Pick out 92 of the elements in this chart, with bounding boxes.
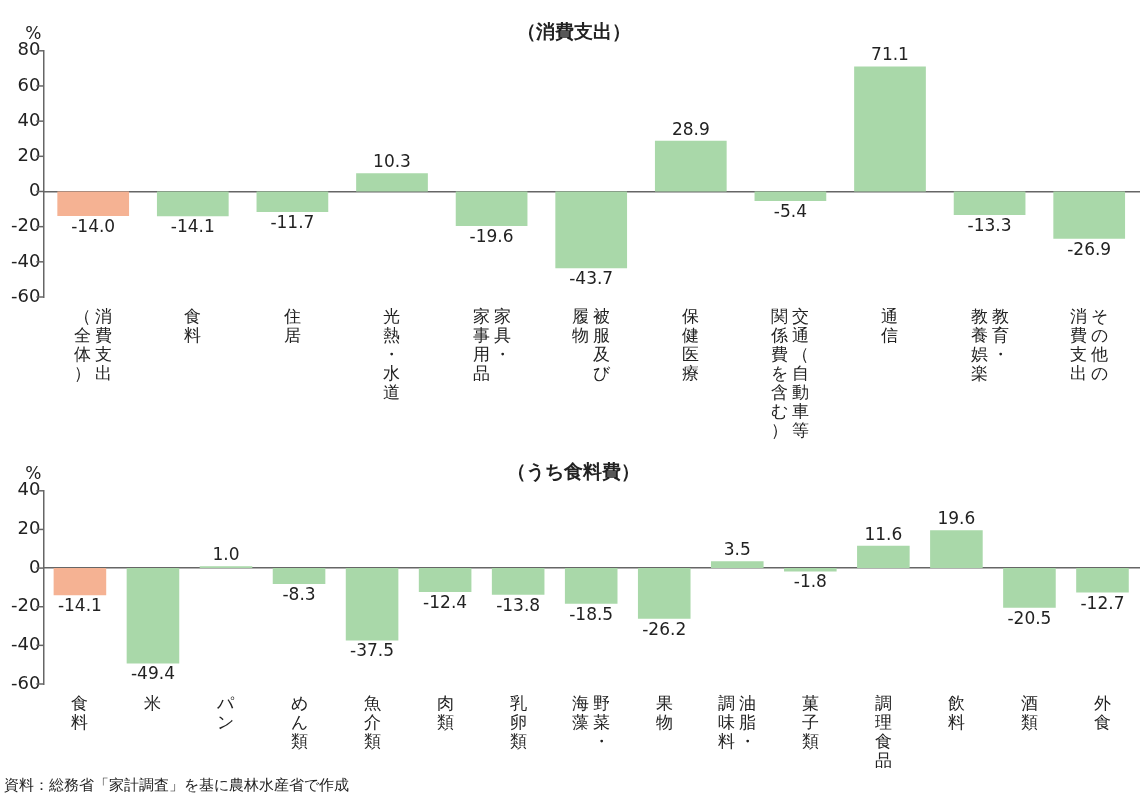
x-tick-label: 通信 [880, 306, 899, 345]
x-tick-label: 保健医療 [681, 306, 700, 383]
data-label: -26.9 [1067, 238, 1112, 259]
y-tick-label: -60 [10, 671, 41, 693]
bar [455, 191, 528, 226]
data-label: -37.5 [350, 640, 395, 661]
bar [1053, 191, 1126, 239]
data-label: 71.1 [871, 44, 909, 65]
bar [784, 568, 837, 572]
data-label: 19.6 [937, 508, 976, 529]
category-label: 消費支出（全体） [74, 306, 113, 383]
x-tick-label: 飲料 [947, 693, 966, 732]
x-tick-label: 菓子類 [801, 693, 820, 751]
bar [930, 530, 983, 569]
data-label: -1.8 [793, 571, 827, 592]
data-label: -20.5 [1007, 607, 1052, 628]
bar [754, 191, 827, 201]
text: 資料：総務省「家計調査」を基に農林水産省で作成 [4, 776, 349, 795]
data-label: -14.1 [57, 595, 102, 616]
x-tick-label: 食料 [70, 693, 89, 732]
bar [710, 561, 764, 569]
data-label: -18.5 [569, 603, 614, 624]
y-tick-label: 0 [28, 555, 41, 577]
x-tick-label: パン [216, 693, 235, 732]
y-tick-label: 20 [17, 517, 41, 539]
bar [126, 568, 180, 664]
bar [418, 568, 472, 593]
bar [1003, 568, 1056, 608]
data-label: -14.1 [170, 216, 215, 237]
category-label: 交通（自動車等関係費を含む） [771, 306, 810, 440]
data-label: -12.4 [423, 591, 468, 612]
y-tick-label: -20 [10, 214, 41, 236]
data-label: -26.2 [642, 618, 687, 639]
category-label: 被服及び履物 [572, 306, 611, 383]
chart-title: （うち食料費） [507, 460, 640, 484]
data-label: 1.0 [212, 544, 240, 565]
data-label: 10.3 [373, 151, 411, 172]
x-tick-label: 調理食品 [874, 693, 893, 770]
data-label: -12.7 [1080, 592, 1125, 613]
y-tick-label: -40 [10, 633, 41, 655]
x-tick-label: 魚介類 [363, 693, 382, 751]
bar [256, 191, 329, 213]
data-label: -5.4 [773, 200, 807, 221]
x-tick-label: 油脂・調味料 [717, 693, 757, 751]
bar [953, 191, 1026, 215]
data-label: 3.5 [723, 539, 751, 560]
y-tick-label: -60 [10, 284, 41, 306]
data-label: -13.3 [967, 214, 1012, 235]
y-tick-label: 0 [28, 179, 41, 201]
bar [637, 568, 691, 619]
bar [857, 545, 910, 569]
bar [654, 140, 727, 192]
y-tick-label: 40 [17, 108, 41, 130]
bar [564, 568, 618, 604]
bar [345, 568, 399, 641]
x-tick-label: 野菜・海藻 [571, 693, 611, 751]
bar [356, 173, 428, 192]
x-tick-label: 住居 [283, 306, 302, 345]
y-tick-label: -40 [10, 249, 41, 271]
data-label: -49.4 [130, 663, 175, 684]
data-label: 28.9 [671, 118, 710, 139]
x-tick-label: めん類 [290, 693, 309, 751]
data-label: -11.7 [270, 211, 315, 232]
x-tick-label: 教育・教養娯楽 [970, 306, 1010, 383]
x-tick-label: 外食 [1093, 693, 1112, 732]
x-tick-label: 米 [143, 693, 162, 713]
y-tick-label: 60 [17, 73, 41, 95]
y-tick-label: -20 [10, 594, 41, 616]
data-label: -19.6 [469, 225, 514, 246]
data-label: -13.8 [496, 594, 541, 615]
x-tick-label: 酒類 [1020, 693, 1039, 732]
bar [491, 568, 545, 595]
x-tick-label: 果物 [655, 693, 674, 732]
x-tick-label: 乳卵類 [509, 693, 528, 751]
data-label: 11.6 [864, 523, 903, 544]
x-tick-label: 肉類 [436, 693, 455, 732]
chart-title: （消費支出） [516, 20, 631, 43]
bar [555, 191, 628, 269]
category-label: その他の消費支出 [1070, 306, 1109, 383]
bar [57, 191, 130, 217]
x-tick-label: 光熱・水道 [382, 306, 401, 402]
bar [53, 568, 107, 596]
bar [854, 66, 926, 192]
data-label: -14.0 [71, 216, 116, 237]
data-label: -8.3 [282, 584, 316, 605]
bar [156, 191, 229, 217]
bar [1076, 568, 1129, 593]
data-label: -43.7 [569, 268, 614, 289]
bar [272, 568, 326, 585]
x-tick-label: 家具・家事用品 [472, 306, 512, 383]
x-tick-label: 食料 [183, 306, 202, 345]
y-tick-label: 20 [17, 143, 41, 165]
